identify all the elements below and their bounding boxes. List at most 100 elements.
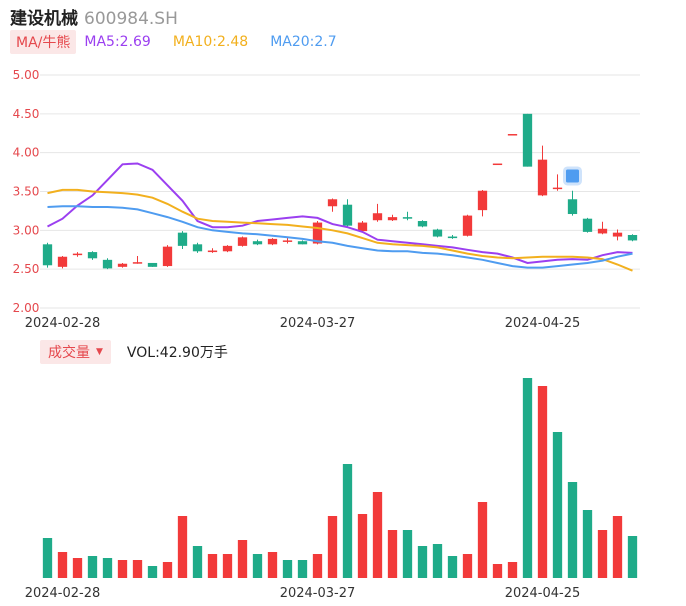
volume-bar: [492, 564, 503, 578]
candle-up: [612, 232, 623, 237]
candle-up: [372, 213, 383, 221]
volume-bar: [207, 554, 218, 578]
y-tick-label: 4.00: [13, 146, 40, 160]
volume-bar: [552, 432, 563, 578]
caret-down-icon: ▼: [96, 347, 103, 357]
candle-down: [417, 221, 428, 227]
volume-legend: 成交量 ▼ VOL:42.90万手: [40, 340, 228, 364]
candle-down: [522, 113, 533, 167]
y-tick-label: 5.00: [13, 68, 40, 82]
candle-down: [627, 234, 638, 241]
volume-bar: [162, 562, 173, 578]
ma10-label: MA10:2.48: [172, 34, 249, 50]
y-tick-label: 2.50: [13, 262, 40, 276]
x-tick-label: 2024-03-27: [280, 586, 356, 601]
candle-down: [297, 241, 308, 245]
x-tick-label: 2024-03-27: [280, 316, 356, 331]
volume-bar: [87, 556, 98, 578]
volume-bar: [267, 552, 278, 578]
volume-bar: [117, 560, 128, 578]
volume-bar: [237, 540, 248, 578]
ma-legend: MA/牛熊 MA5:2.69 MA10:2.48 MA20:2.7: [10, 30, 337, 54]
candle-down: [567, 199, 578, 215]
volume-bar: [447, 556, 458, 578]
x-tick-label: 2024-02-28: [25, 316, 101, 331]
volume-bar: [327, 516, 338, 578]
volume-bar: [102, 558, 113, 578]
candle-down: [192, 244, 203, 252]
news-badge-icon: [563, 166, 582, 186]
volume-bar: [72, 558, 83, 578]
stock-header: 建设机械 600984.SH: [10, 4, 178, 29]
candle-down: [252, 241, 263, 245]
ma20-label: MA20:2.7: [270, 34, 337, 50]
candle-up: [492, 163, 503, 166]
x-tick-label: 2024-04-25: [505, 316, 581, 331]
candle-up: [357, 222, 368, 232]
x-tick-label: 2024-04-25: [505, 586, 581, 601]
candle-up: [267, 238, 278, 245]
volume-bar: [477, 502, 488, 578]
candle-up: [207, 250, 218, 253]
volume-bar: [342, 464, 353, 578]
volume-bar: [612, 516, 623, 578]
candle-down: [147, 262, 158, 267]
ma5-label: MA5:2.69: [84, 34, 151, 50]
ma20-line: [47, 205, 633, 269]
candle-down: [342, 204, 353, 226]
volume-bar: [567, 482, 578, 578]
candle-down: [177, 232, 188, 246]
candle-down: [582, 218, 593, 232]
candle-up: [117, 263, 128, 267]
stock-name: 建设机械: [10, 9, 78, 29]
x-tick-label: 2024-02-28: [25, 586, 101, 601]
volume-bar: [57, 552, 68, 578]
volume-bar: [297, 560, 308, 578]
volume-bar: [402, 530, 413, 578]
volume-bar: [372, 492, 383, 578]
ma10-line: [47, 188, 633, 272]
candle-up: [282, 240, 293, 242]
volume-bar: [177, 516, 188, 578]
candle-up: [162, 246, 173, 267]
volume-bar: [312, 554, 323, 578]
candle-up: [57, 256, 68, 267]
candle-down: [102, 259, 113, 269]
volume-bar: [147, 566, 158, 578]
volume-tag-label: 成交量: [48, 345, 90, 361]
volume-bar: [417, 546, 428, 578]
candle-up: [327, 199, 338, 207]
y-tick-label: 3.50: [13, 185, 40, 199]
volume-bar: [432, 544, 443, 578]
volume-bar: [597, 530, 608, 578]
candle-up: [132, 262, 143, 264]
volume-bar: [282, 560, 293, 578]
candle-up: [537, 159, 548, 196]
volume-bar: [522, 378, 533, 578]
y-tick-label: 3.00: [13, 223, 40, 237]
volume-bar: [537, 386, 548, 578]
candle-up: [312, 222, 323, 244]
candle-down: [432, 229, 443, 237]
candle-up: [507, 134, 518, 136]
volume-bar: [627, 536, 638, 578]
volume-bar: [387, 530, 398, 578]
candle-up: [552, 187, 563, 190]
y-tick-label: 2.00: [13, 301, 40, 315]
stock-code: 600984.SH: [84, 9, 178, 29]
candle-down: [447, 236, 458, 239]
volume-bar: [357, 514, 368, 578]
y-tick-label: 4.50: [13, 107, 40, 121]
candle-up: [222, 245, 233, 252]
candle-up: [237, 237, 248, 246]
ma-indicator-selector[interactable]: MA/牛熊: [10, 30, 77, 54]
volume-bar: [462, 554, 473, 578]
candle-up: [477, 190, 488, 211]
volume-bar: [222, 554, 233, 578]
volume-indicator-selector[interactable]: 成交量 ▼: [40, 340, 111, 364]
volume-bar: [582, 510, 593, 578]
volume-bar: [192, 546, 203, 578]
volume-value: VOL:42.90万手: [126, 345, 228, 361]
candle-down: [402, 217, 413, 219]
